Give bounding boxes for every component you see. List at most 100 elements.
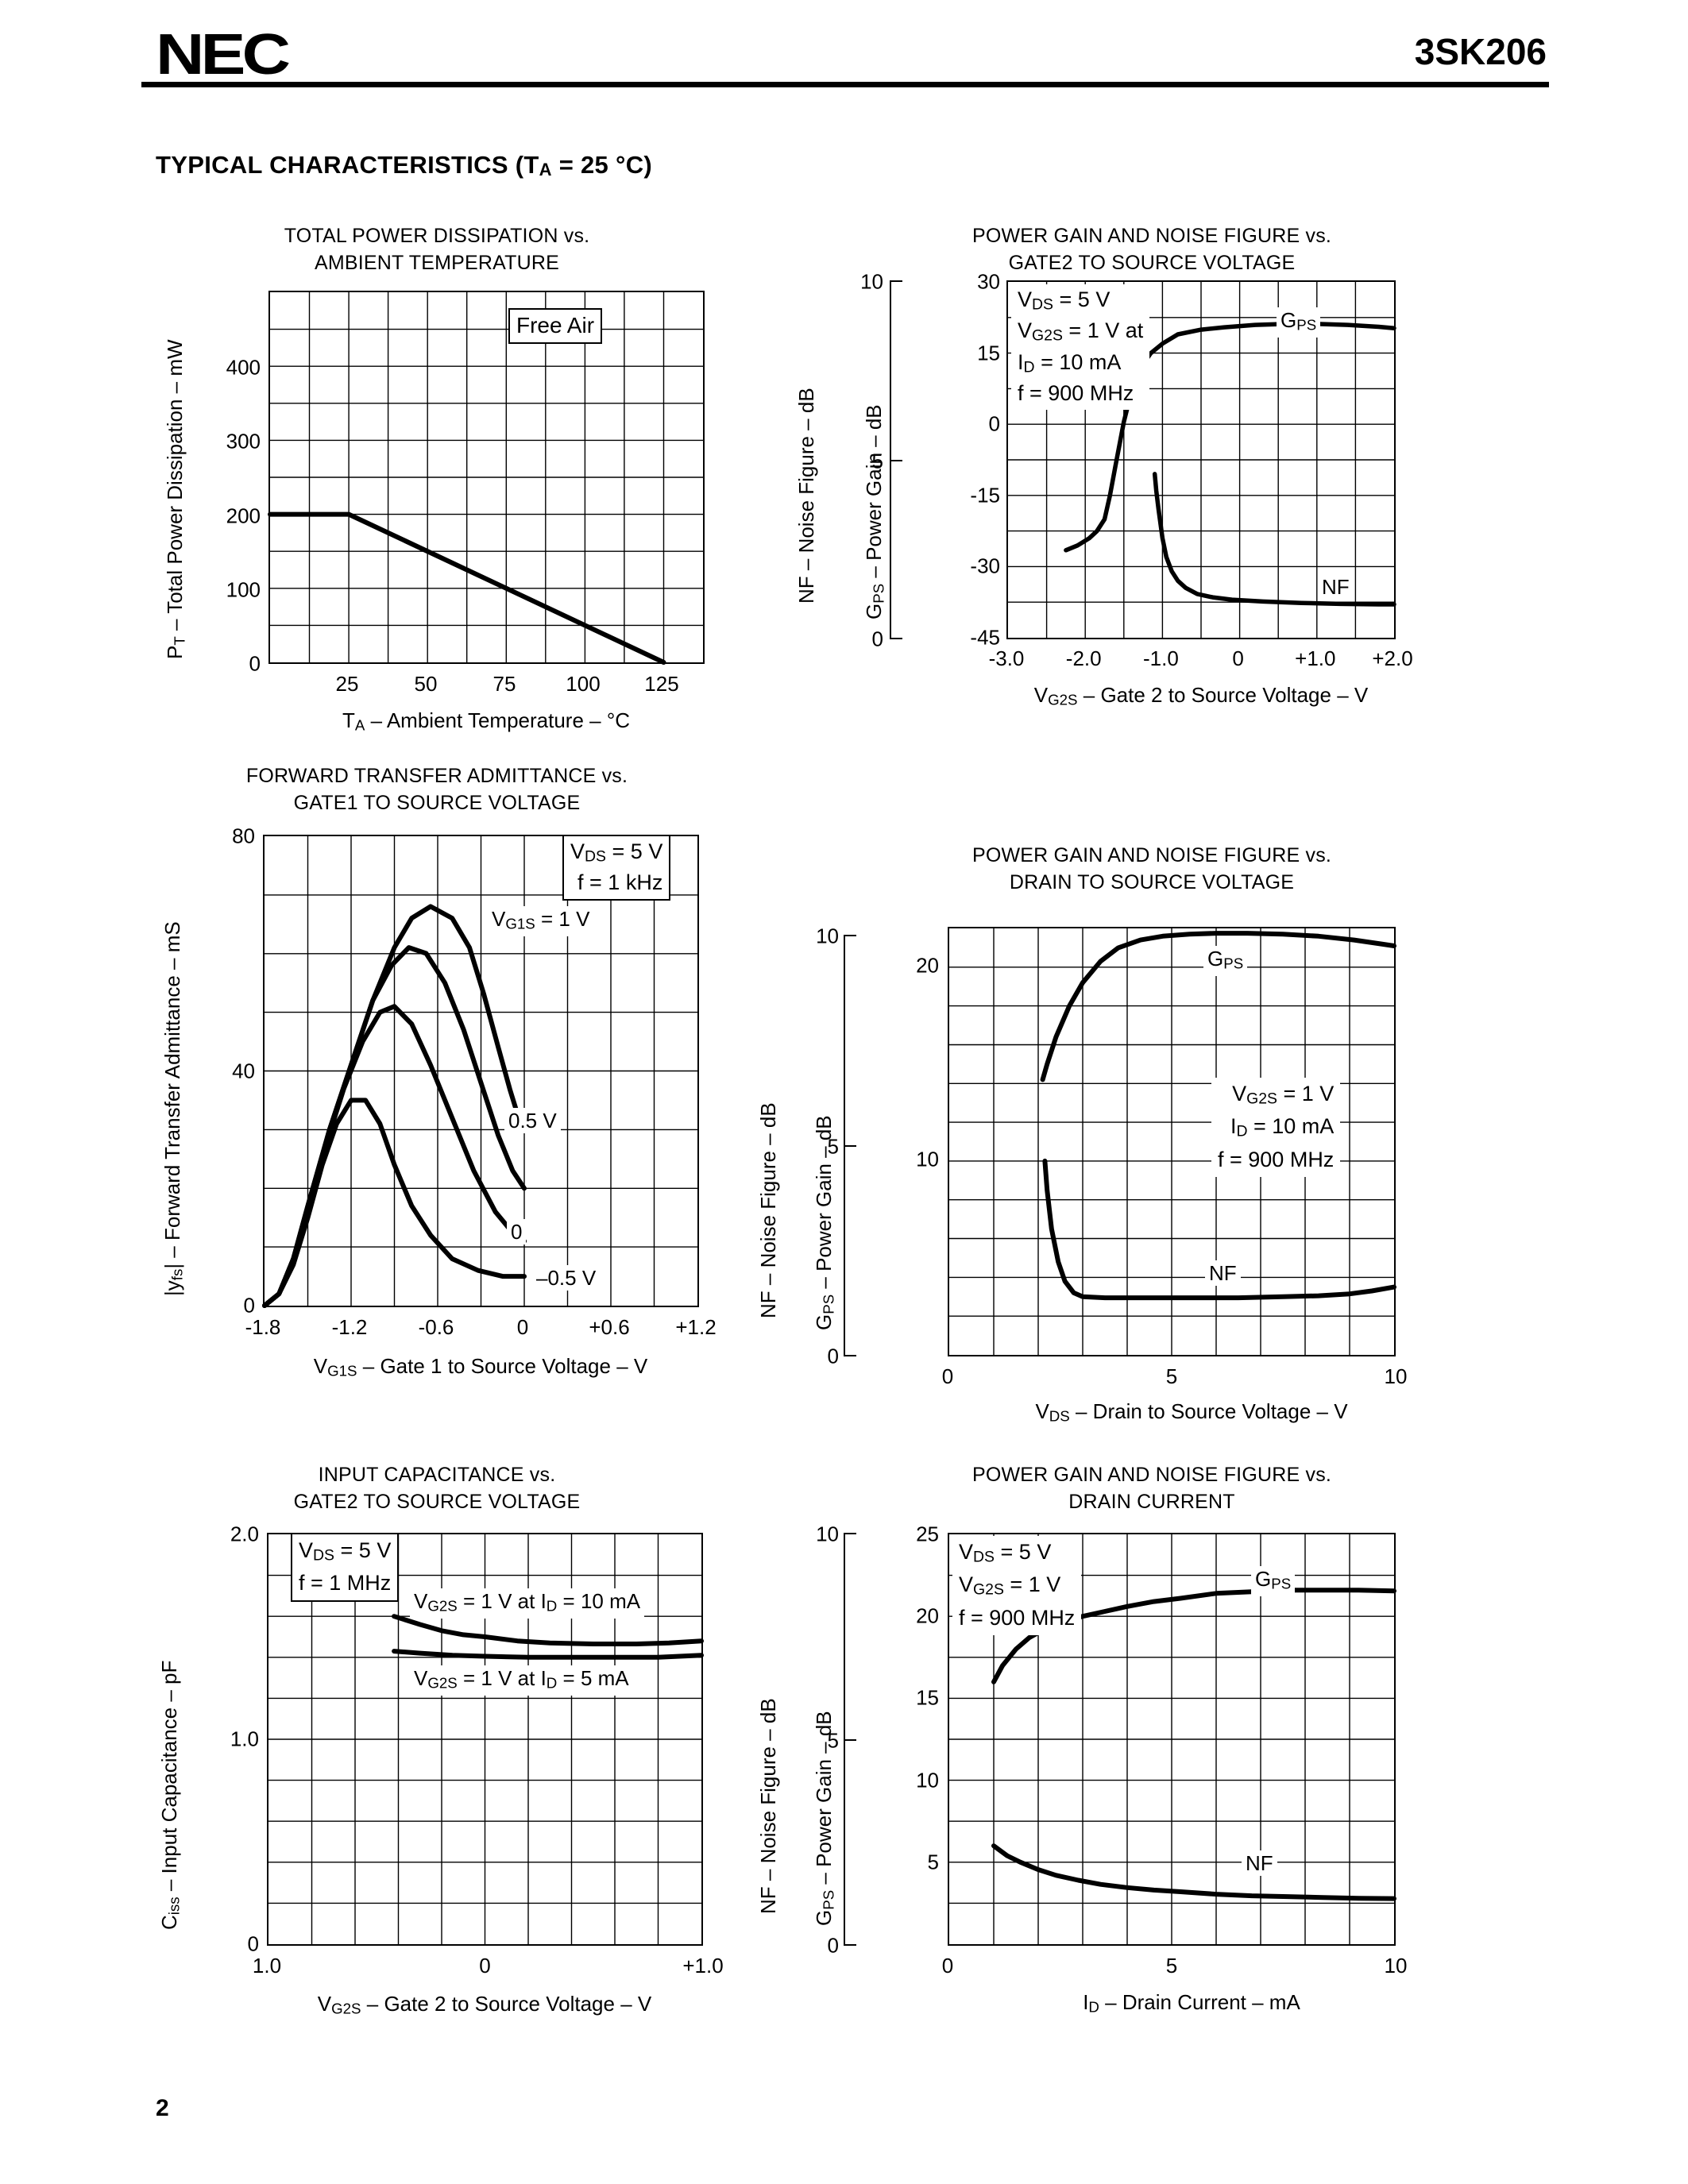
curve-label-m05v: –0.5 V: [532, 1265, 601, 1291]
plot-area: VDS = 5 V VG2S = 1 V at ID = 10 mA f = 9…: [1006, 280, 1396, 639]
x-tick-0: 0: [941, 1364, 954, 1388]
x-tick-100: 100: [566, 672, 601, 696]
curve-nf: [1042, 1158, 1396, 1301]
y-tick-0: 0: [243, 1293, 255, 1318]
curve-label-id-10ma: VG2S = 1 V at ID = 10 mA: [410, 1588, 645, 1619]
chart-title-line2: DRAIN CURRENT: [1068, 1491, 1235, 1513]
condition-f: f = 900 MHz: [1218, 1147, 1335, 1171]
condition-vg2s: VG2S = 1 V: [1232, 1082, 1335, 1108]
y-axis-label-pre: |y: [160, 1280, 184, 1296]
y-tick-inner-0: 0: [988, 411, 1000, 436]
y-axis-label-outer: NF – Noise Figure – dB: [756, 1102, 780, 1318]
x-axis-label: VG2S – Gate 2 to Source Voltage – V: [318, 1992, 651, 2017]
y-tick-200: 200: [226, 504, 261, 528]
x-tick-p1: +1.0: [1295, 646, 1336, 670]
conditions-box: VDS = 5 V f = 1 kHz: [562, 835, 671, 901]
y-tick-inner-10: 10: [916, 1147, 939, 1171]
y-tick-inner-20: 20: [916, 953, 939, 978]
y-axis-label-inner-sub: PS: [870, 583, 887, 604]
y-tick-outer-10: 10: [860, 269, 883, 294]
grid-lines: [949, 1534, 1394, 1944]
y-axis-label-inner-pre: G: [812, 1909, 836, 1926]
chart-title-line1: INPUT CAPACITANCE vs.: [318, 1464, 556, 1486]
x-tick-p10: +1.0: [682, 1954, 724, 1978]
y-axis-label: |yfs| – Forward Transfer Admittance – mS: [160, 921, 186, 1296]
y-tick-300: 300: [226, 429, 261, 453]
x-tick-m12: -1.2: [331, 1315, 368, 1339]
nf-tick-mark-0: [844, 1355, 856, 1356]
curve-0v: [262, 1004, 527, 1308]
y-tick-inner-30: 30: [977, 269, 1000, 294]
curve-id-5ma: [392, 1649, 704, 1660]
series-label-nf: NF: [1318, 574, 1354, 600]
series-label-gps: GPS: [1251, 1566, 1296, 1597]
y-tick-40: 40: [232, 1059, 255, 1082]
chart-title-line2: AMBIENT TEMPERATURE: [314, 252, 559, 274]
curve-label-id-5ma: VG2S = 1 V at ID = 5 mA: [410, 1665, 633, 1696]
x-tick-50: 50: [414, 672, 438, 696]
y-tick-20: 2.0: [230, 1522, 259, 1546]
chart-power-gain-vs-gate2-voltage: POWER GAIN AND NOISE FIGURE vs. GATE2 TO…: [794, 222, 1620, 770]
nf-tick-mark-5: [844, 1739, 856, 1741]
series-label-gps: GPS: [1277, 307, 1321, 338]
page-header: NEC 3SK206: [0, 0, 1688, 95]
y-tick-0: 0: [249, 651, 261, 676]
grid-lines: [949, 928, 1394, 1355]
chart-power-gain-vs-drain-current: POWER GAIN AND NOISE FIGURE vs. DRAIN CU…: [756, 1461, 1620, 2065]
curves: [991, 1588, 1396, 1901]
curves: [1040, 931, 1396, 1301]
y-axis-label-inner-sub: PS: [820, 1889, 837, 1910]
series-label-gps: GPS: [1203, 946, 1248, 977]
x-tick-m3: -3.0: [988, 646, 1025, 670]
x-tick-p06: +0.6: [589, 1315, 630, 1339]
nec-logo: NEC: [156, 23, 291, 87]
condition-f: f = 1 kHz: [577, 870, 663, 895]
x-axis-label-pre: T: [342, 708, 355, 732]
y-axis-label-outer: NF – Noise Figure – dB: [756, 1698, 780, 1914]
chart-title: POWER GAIN AND NOISE FIGURE vs. DRAIN CU…: [794, 1461, 1509, 1515]
x-tick-5: 5: [1165, 1954, 1178, 1978]
y-tick-inner-10: 10: [916, 1768, 939, 1792]
curve-gps: [1040, 931, 1396, 1082]
y-axis-label-post: – Total Power Dissipation – mW: [163, 339, 187, 637]
y-axis-label-sub: iss: [165, 1897, 183, 1916]
x-axis-label: TA – Ambient Temperature – °C: [342, 708, 630, 734]
plot-area: VDS = 5 V f = 1 kHz VG1S = 1 V 0.5 V 0 –…: [262, 835, 699, 1308]
x-tick-125: 125: [644, 672, 679, 696]
x-tick-25: 25: [335, 672, 359, 696]
condition-vg2s: VG2S = 1 V at: [1018, 318, 1144, 345]
curves: [392, 1614, 704, 1660]
y-tick-0: 0: [247, 1931, 259, 1956]
y-tick-inner-m15: -15: [970, 483, 1000, 507]
x-tick-m06: -0.6: [418, 1315, 454, 1339]
condition-id: ID = 10 mA: [1230, 1114, 1335, 1140]
condition-vds: VDS = 5 V: [570, 839, 663, 866]
y-tick-outer-5: 5: [827, 1134, 839, 1159]
chart-title-line2: GATE2 TO SOURCE VOLTAGE: [1008, 252, 1296, 274]
nf-tick-mark-5: [890, 460, 902, 461]
chart-power-gain-vs-drain-source-voltage: POWER GAIN AND NOISE FIGURE vs. DRAIN TO…: [756, 842, 1620, 1445]
curve-nf: [1152, 472, 1396, 607]
condition-vds: VDS = 5 V: [959, 1540, 1052, 1566]
condition-vds: VDS = 5 V: [299, 1538, 392, 1565]
conditions-box: VG2S = 1 V ID = 10 mA f = 900 MHz: [1211, 1078, 1341, 1177]
condition-f: f = 900 MHz: [1018, 381, 1134, 406]
nf-tick-mark-10: [844, 1533, 856, 1534]
x-axis-label-post: – Gate 2 to Source Voltage – V: [361, 1992, 652, 2016]
y-axis-label-inner-post: – Power Gain – dB: [812, 1115, 836, 1295]
x-axis-label-pre: V: [1035, 1399, 1049, 1423]
y-tick-outer-10: 10: [816, 1522, 839, 1546]
chart-title-line2: DRAIN TO SOURCE VOLTAGE: [1009, 871, 1295, 893]
y-tick-80: 80: [232, 824, 255, 848]
y-axis-label-inner-sub: PS: [820, 1294, 837, 1314]
x-axis-label-sub: D: [1088, 1998, 1099, 2016]
page-title-text: TYPICAL CHARACTERISTICS (T: [156, 151, 539, 179]
chart-forward-transfer-admittance: FORWARD TRANSFER ADMITTANCE vs. GATE1 TO…: [143, 762, 747, 1414]
y-axis-label-post: – Input Capacitance – pF: [157, 1660, 181, 1897]
curves: [262, 904, 527, 1308]
curve-nf: [991, 1843, 1396, 1901]
chart-title: POWER GAIN AND NOISE FIGURE vs. GATE2 TO…: [794, 222, 1509, 276]
y-tick-inner-15: 15: [977, 341, 1000, 365]
chart-title: INPUT CAPACITANCE vs. GATE2 TO SOURCE VO…: [143, 1461, 731, 1515]
x-tick-10: 10: [1384, 1364, 1408, 1388]
